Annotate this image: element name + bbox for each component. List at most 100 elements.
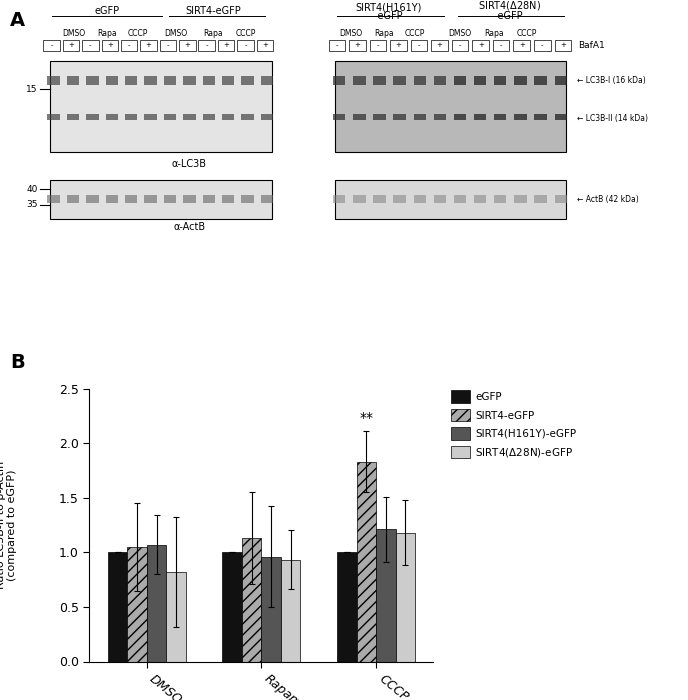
Bar — [333, 76, 345, 85]
Bar — [370, 39, 387, 51]
Text: BafA1: BafA1 — [578, 41, 605, 50]
Bar — [454, 195, 466, 203]
Bar — [493, 39, 510, 51]
Bar — [555, 76, 567, 85]
Bar — [67, 114, 79, 120]
Text: -eGFP: -eGFP — [495, 11, 524, 21]
Bar — [144, 114, 157, 120]
Bar — [535, 114, 547, 120]
Bar — [179, 39, 195, 51]
Bar — [474, 195, 486, 203]
Text: +: + — [223, 42, 229, 48]
Bar — [413, 195, 426, 203]
Text: -: - — [128, 42, 131, 48]
Text: eGFP: eGFP — [94, 6, 119, 15]
Text: SIRT4($\Delta$28N): SIRT4($\Delta$28N) — [477, 0, 541, 12]
Bar — [390, 39, 407, 51]
Text: SIRT4(H161Y): SIRT4(H161Y) — [356, 2, 422, 12]
Text: -: - — [244, 42, 247, 48]
Bar — [82, 39, 98, 51]
Bar — [50, 180, 272, 218]
Bar — [218, 39, 235, 51]
Bar — [335, 180, 566, 218]
Bar — [63, 39, 79, 51]
Bar — [43, 39, 60, 51]
Text: CCCP: CCCP — [517, 29, 537, 38]
Y-axis label: Ratio LC3B-II to β-Actin
(compared to eGFP): Ratio LC3B-II to β-Actin (compared to eG… — [0, 461, 17, 589]
Text: -: - — [500, 42, 502, 48]
Text: -: - — [336, 42, 338, 48]
Legend: eGFP, SIRT4-eGFP, SIRT4(H161Y)-eGFP, SIRT4($\Delta$28N)-eGFP: eGFP, SIRT4-eGFP, SIRT4(H161Y)-eGFP, SIR… — [449, 389, 578, 461]
Bar — [261, 556, 281, 662]
Text: SIRT4-eGFP: SIRT4-eGFP — [185, 6, 241, 15]
Bar — [514, 76, 526, 85]
Bar — [108, 552, 127, 662]
Text: +: + — [519, 42, 525, 48]
Text: DMSO: DMSO — [63, 29, 86, 38]
Text: -: - — [89, 42, 92, 48]
Bar — [394, 76, 406, 85]
Bar — [106, 114, 118, 120]
Bar — [454, 114, 466, 120]
Bar — [534, 39, 550, 51]
Bar — [555, 39, 571, 51]
Bar — [257, 39, 273, 51]
Text: +: + — [146, 42, 151, 48]
Bar — [433, 76, 446, 85]
Bar — [514, 114, 526, 120]
Bar — [281, 560, 301, 661]
Bar — [241, 114, 254, 120]
Text: +: + — [262, 42, 268, 48]
Text: -: - — [206, 42, 208, 48]
Bar — [473, 39, 489, 51]
Text: +: + — [68, 42, 74, 48]
Text: -: - — [541, 42, 544, 48]
Bar — [183, 195, 195, 203]
Bar — [86, 114, 98, 120]
Text: DMSO: DMSO — [339, 29, 363, 38]
Bar — [356, 462, 376, 662]
Bar — [67, 76, 79, 85]
Bar — [261, 114, 273, 120]
Bar — [222, 552, 242, 662]
Bar — [513, 39, 530, 51]
Bar — [333, 114, 345, 120]
Text: ← LC3B-II (14 kDa): ← LC3B-II (14 kDa) — [577, 114, 647, 122]
Bar — [183, 76, 195, 85]
Text: DMSO: DMSO — [164, 29, 187, 38]
Text: ← ActB (42 kDa): ← ActB (42 kDa) — [577, 195, 638, 204]
Text: -: - — [166, 42, 169, 48]
Bar — [222, 76, 235, 85]
Bar — [166, 572, 186, 662]
Bar — [535, 76, 547, 85]
Bar — [237, 39, 254, 51]
Bar — [164, 76, 176, 85]
Text: Rapa: Rapa — [97, 29, 116, 38]
Bar — [67, 195, 79, 203]
Text: -: - — [50, 42, 53, 48]
Text: Rapa: Rapa — [204, 29, 223, 38]
Bar — [241, 195, 254, 203]
Bar — [494, 195, 506, 203]
Text: 35: 35 — [26, 200, 38, 209]
Bar — [394, 114, 406, 120]
Bar — [241, 76, 254, 85]
Text: Rapa: Rapa — [484, 29, 504, 38]
Text: +: + — [437, 42, 442, 48]
Bar — [353, 114, 365, 120]
Bar — [374, 76, 386, 85]
Bar — [494, 76, 506, 85]
Bar — [164, 195, 176, 203]
Text: +: + — [396, 42, 402, 48]
Bar — [333, 195, 345, 203]
Bar — [222, 195, 235, 203]
Bar — [555, 114, 567, 120]
Bar — [374, 114, 386, 120]
Text: 15: 15 — [26, 85, 38, 94]
Bar — [413, 114, 426, 120]
Text: A: A — [10, 10, 25, 29]
Text: ← LC3B-I (16 kDa): ← LC3B-I (16 kDa) — [577, 76, 645, 85]
Bar — [242, 538, 261, 662]
Text: +: + — [184, 42, 191, 48]
Bar — [86, 195, 98, 203]
